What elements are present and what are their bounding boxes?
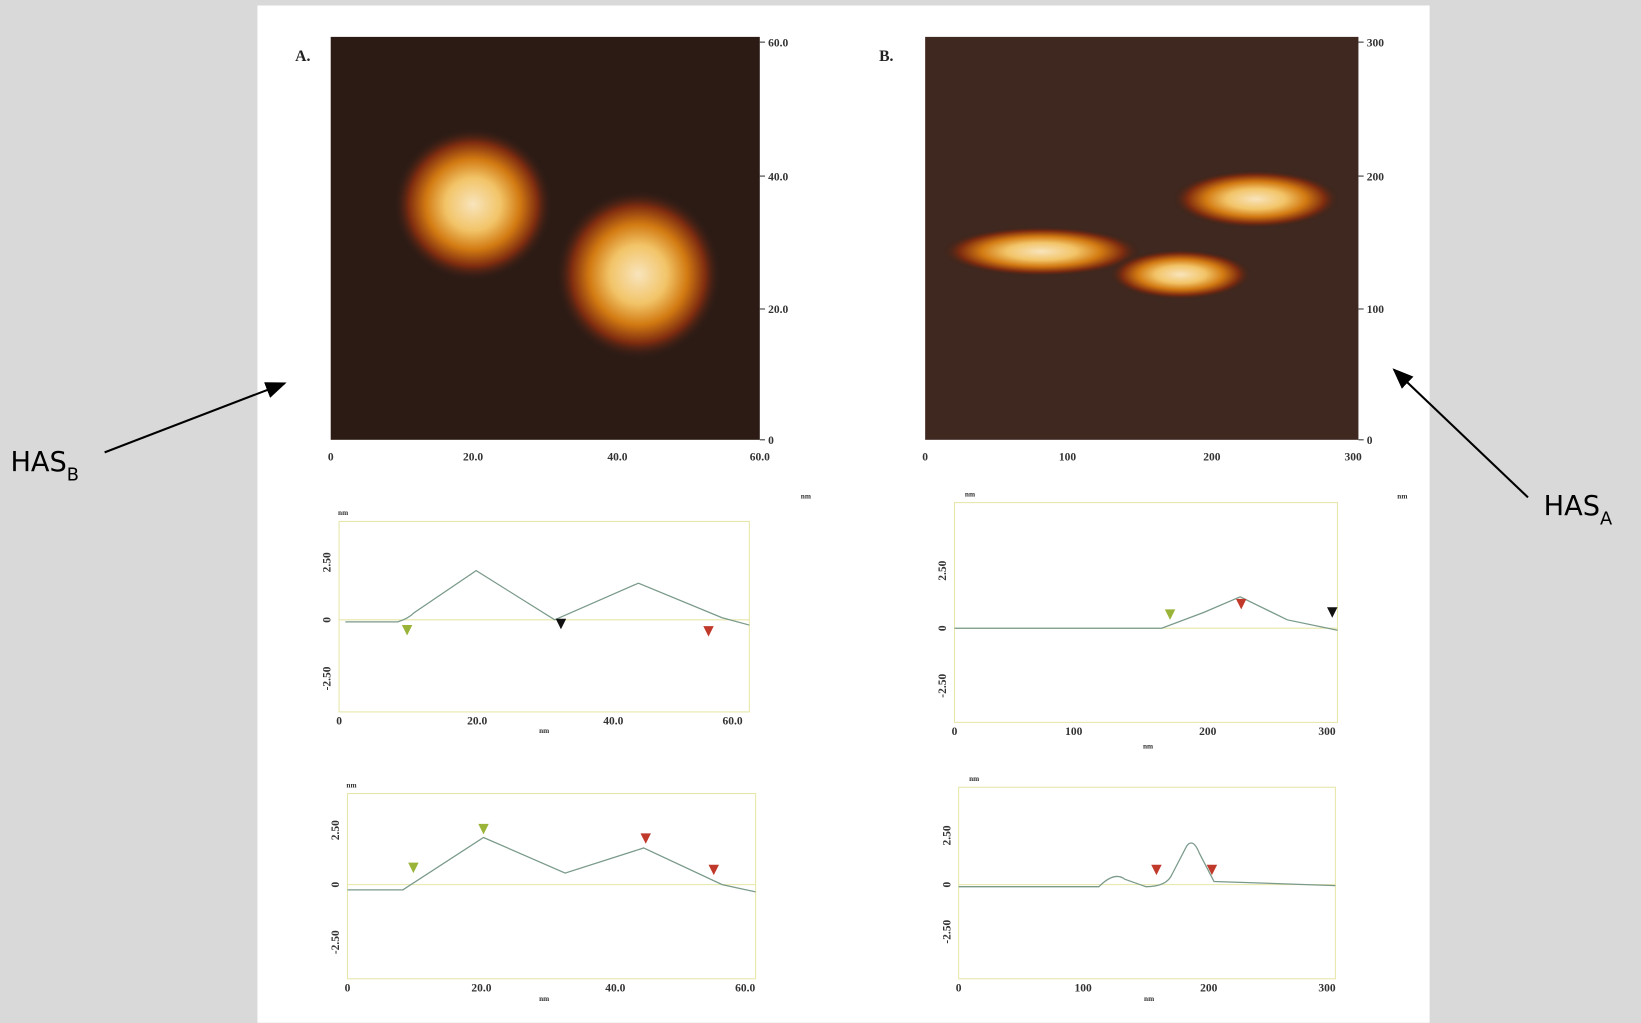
x-tick-label: 200: [1203, 452, 1221, 464]
cursor-marker: [640, 833, 651, 844]
profile-frame: [953, 502, 1339, 723]
particle: [1172, 169, 1340, 229]
y-tick-label: 0: [1367, 435, 1373, 447]
particle: [394, 128, 552, 280]
x-tick-label: 60.0: [723, 715, 743, 727]
x-tick-label: 0: [345, 982, 351, 994]
cursor-marker: [1206, 864, 1218, 876]
x-tick-label: 0: [952, 726, 958, 738]
x-tick-label: 0: [956, 982, 962, 994]
annotation: HASB: [10, 447, 79, 485]
y-tick-label: 0: [330, 881, 342, 887]
x-tick-label: 40.0: [607, 452, 627, 464]
arrow: [104, 382, 287, 454]
y-tick-label: -2.50: [941, 919, 953, 943]
x-tick-label: 60.0: [750, 452, 770, 464]
axis-unit: nm: [965, 489, 975, 498]
y-tick-label: 2.50: [937, 560, 949, 580]
x-tick-label: 40.0: [603, 715, 623, 727]
y-tick-label: -2.50: [322, 666, 334, 690]
profile-curve: [345, 569, 750, 626]
axis-unit: nm: [539, 726, 549, 735]
x-tick-label: 200: [1200, 982, 1218, 994]
y-tick-label: 0: [937, 625, 949, 631]
y-tick-label: 60.0: [768, 37, 788, 49]
x-tick-label: 20.0: [471, 982, 491, 994]
cursor-marker: [1235, 598, 1247, 610]
y-tick-label: 300: [1367, 37, 1385, 49]
y-tick-label: 100: [1367, 304, 1385, 316]
cursor-marker: [703, 626, 714, 637]
x-tick-label: 100: [1075, 982, 1093, 994]
y-tick-label: 40.0: [768, 171, 788, 183]
arrow: [1392, 368, 1529, 499]
x-tick-label: 0: [328, 452, 334, 464]
x-tick-label: 300: [1345, 452, 1363, 464]
cursor-marker: [708, 864, 719, 876]
cursor-marker: [1327, 607, 1338, 618]
particle: [556, 190, 721, 359]
x-tick-label: 300: [1318, 982, 1336, 994]
cursor-marker: [401, 625, 413, 636]
x-tick-label: 60.0: [735, 982, 755, 994]
profile-curve: [958, 842, 1336, 888]
x-tick-label: 0: [922, 452, 928, 464]
axis-unit: nm: [969, 774, 979, 783]
y-tick-label: 0: [768, 435, 774, 447]
y-tick-label: 0: [322, 617, 334, 623]
axis-unit: nm: [539, 994, 549, 1003]
x-tick-label: 40.0: [605, 982, 625, 994]
cursor-marker: [478, 823, 489, 835]
y-tick-label: 2.50: [941, 825, 953, 845]
x-tick-label: 20.0: [467, 715, 487, 727]
panel-label: B.: [879, 48, 893, 65]
profile-curve: [347, 836, 756, 893]
y-tick-label: -2.50: [937, 674, 949, 698]
axis-unit: nm: [346, 780, 356, 789]
particle: [941, 226, 1141, 277]
x-tick-label: 100: [1059, 452, 1077, 464]
x-tick-label: 100: [1065, 726, 1083, 738]
axis-unit: nm: [338, 508, 348, 517]
cursor-marker: [1164, 609, 1176, 620]
axis-unit: nm: [1144, 994, 1154, 1003]
axis-unit: nm: [801, 491, 811, 500]
panel-label: A.: [295, 48, 310, 65]
y-tick-label: 20.0: [768, 304, 788, 316]
profile-frame: [346, 793, 757, 980]
axis-unit: nm: [1397, 491, 1407, 500]
y-tick-label: -2.50: [330, 930, 342, 954]
profile-frame: [958, 786, 1336, 980]
x-tick-label: 300: [1318, 726, 1336, 738]
cursor-marker: [555, 618, 567, 630]
y-tick-label: 2.50: [322, 552, 334, 572]
particle: [1109, 249, 1252, 300]
y-tick-label: 2.50: [330, 820, 342, 840]
x-tick-label: 0: [336, 715, 342, 727]
cursor-marker: [408, 862, 419, 874]
profile-curve: [954, 596, 1338, 631]
y-tick-label: 200: [1367, 171, 1385, 183]
axis-unit: nm: [1143, 742, 1153, 751]
x-tick-label: 20.0: [463, 452, 483, 464]
cursor-marker: [1151, 864, 1162, 876]
y-tick-label: 0: [941, 881, 953, 887]
annotation: HASA: [1544, 491, 1613, 529]
profile-frame: [338, 520, 750, 713]
x-tick-label: 200: [1199, 726, 1217, 738]
